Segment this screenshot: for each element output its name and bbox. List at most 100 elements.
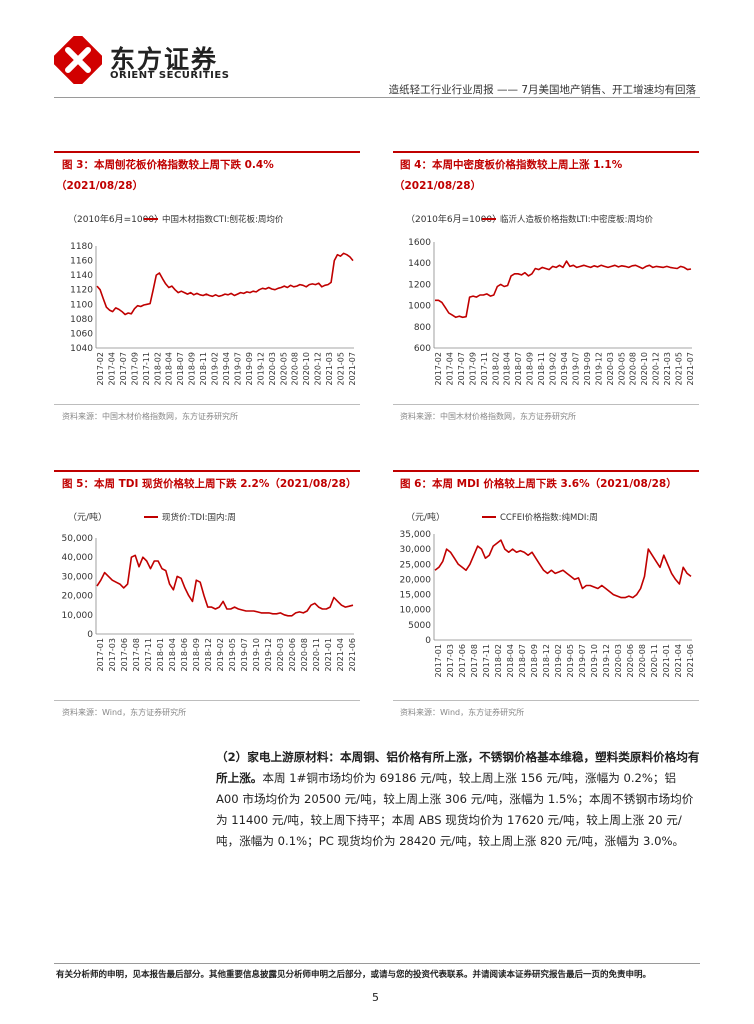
fig4-xtick-label: 2018-07 [514, 352, 523, 385]
fig5-legend-label: 现货价:TDI:国内:周 [162, 512, 236, 523]
fig3-chart: （2010年6月=1000）中国木材指数CTI:刨花板:周均价 1040 1060 1… [68, 213, 357, 385]
fig6-ytick-label: 25,000 [400, 560, 432, 570]
fig6-unit-label: （元/吨） [406, 511, 445, 523]
fig6-xtick-label: 2021-04 [674, 644, 683, 677]
fig5-xtick-label: 2018-01 [156, 638, 165, 671]
fig6-top-rule [393, 470, 699, 472]
fig6-xtick-label: 2017-08 [470, 644, 479, 677]
fig3-ytick-label: 1060 [70, 329, 93, 339]
fig6-xtick-label: 2017-11 [482, 644, 491, 677]
fig4-xtick-label: 2020-03 [606, 352, 615, 385]
fig4-xtick-label: 2019-04 [560, 352, 569, 385]
fig5-xtick-label: 2019-10 [252, 638, 261, 671]
fig4-xtick-label: 2017-09 [468, 352, 477, 385]
fig6-xtick-label: 2019-10 [590, 644, 599, 677]
fig5-xtick-label: 2019-05 [228, 638, 237, 671]
fig3-xtick-label: 2017-09 [130, 352, 139, 385]
fig6-chart: （元/吨） CCFEI价格指数:纯MDI:周 0 5000 10,000 15,000 20… [400, 511, 696, 677]
footer-disclaimer: 有关分析师的申明，见本报告最后部分。其他重要信息披露见分析师申明之后部分，或请与… [56, 970, 652, 980]
fig6-xtick-label: 2020-08 [638, 644, 647, 677]
fig4-source: 资料来源：中国木材价格指数网，东方证券研究所 [400, 412, 576, 421]
fig3-xtick-label: 2020-10 [302, 352, 311, 385]
fig4-xtick-label: 2020-08 [629, 352, 638, 385]
fig3-xtick-label: 2017-07 [119, 352, 128, 385]
fig3-date: （2021/08/28） [56, 180, 144, 192]
fig3-xtick-label: 2019-12 [256, 352, 265, 385]
fig3-ytick-label: 1160 [70, 257, 93, 267]
fig6-ytick-label: 0 [425, 636, 431, 646]
fig3-xtick-label: 2017-02 [96, 352, 105, 385]
fig3-source: 资料来源：中国木材价格指数网，东方证券研究所 [62, 412, 238, 421]
fig5-xtick-label: 2021-06 [348, 638, 357, 671]
fig5-xtick-label: 2021-01 [324, 638, 333, 671]
fig3-xtick-label: 2019-09 [245, 352, 254, 385]
fig4-xtick-label: 2018-04 [503, 352, 512, 385]
fig4-date: （2021/08/28） [394, 180, 482, 192]
fig4-ytick-label: 800 [414, 323, 431, 333]
fig4-xtick-label: 2020-05 [617, 352, 626, 385]
fig5-top-rule [54, 470, 360, 472]
fig4-chart: （2010年6月=1000）临沂人造板价格指数LTI:中密度板:周均价 600 80… [406, 213, 695, 385]
section-paragraph: （2）家电上游原材料：本周铜、铝价格有所上涨，不锈钢价格基本维稳，塑料类原料价格… [216, 747, 700, 852]
fig4-xtick-label: 2017-07 [457, 352, 466, 385]
fig3-xtick-label: 2020-03 [268, 352, 277, 385]
fig3-xtick-label: 2020-08 [291, 352, 300, 385]
fig6-xtick-label: 2018-07 [518, 644, 527, 677]
fig5-ytick-label: 30,000 [62, 572, 94, 582]
fig6-xtick-label: 2017-01 [434, 644, 443, 677]
fig3-unit-label: （2010年6月=1000） [68, 213, 163, 225]
fig4-ytick-label: 600 [414, 344, 431, 354]
fig5-source: 资料来源：Wind，东方证券研究所 [62, 708, 187, 717]
fig5-xtick-label: 2017-11 [144, 638, 153, 671]
logo-name-en: ORIENT SECURITIES [110, 70, 230, 81]
header-rule [54, 97, 700, 98]
fig6-bottom-rule [393, 700, 699, 701]
fig4-xtick-label: 2017-04 [445, 352, 454, 385]
fig4-xtick-label: 2017-02 [434, 352, 443, 385]
fig4-xtick-label: 2020-12 [652, 352, 661, 385]
fig3-xtick-label: 2018-09 [188, 352, 197, 385]
page-number: 5 [372, 991, 379, 1004]
fig6-xtick-label: 2018-09 [530, 644, 539, 677]
fig5-title: 图 5：本周 TDI 现货价格较上周下跌 2.2%（2021/08/28） [62, 478, 357, 490]
fig4-top-rule [393, 151, 699, 153]
fig5-ytick-label: 40,000 [62, 553, 94, 563]
fig3-xtick-label: 2019-02 [211, 352, 220, 385]
fig5-xtick-label: 2020-08 [300, 638, 309, 671]
fig6-ytick-label: 15,000 [400, 591, 432, 601]
fig5-xtick-label: 2020-03 [276, 638, 285, 671]
fig6-xtick-label: 2019-02 [554, 644, 563, 677]
fig3-top-rule [54, 151, 360, 153]
fig3-ytick-label: 1100 [70, 300, 93, 310]
fig5-xtick-label: 2019-02 [216, 638, 225, 671]
fig4-bottom-rule [393, 404, 699, 405]
fig5-ytick-label: 20,000 [62, 592, 94, 602]
fig6-xtick-label: 2020-06 [626, 644, 635, 677]
fig6-xtick-label: 2018-04 [506, 644, 515, 677]
fig5-xtick-label: 2020-11 [312, 638, 321, 671]
fig4-series-line [435, 260, 692, 319]
fig4-xtick-label: 2018-02 [491, 352, 500, 385]
fig5-xtick-label: 2017-08 [132, 638, 141, 671]
fig6-xtick-label: 2019-05 [566, 644, 575, 677]
fig3-ytick-label: 1140 [70, 271, 93, 281]
fig4-xtick-label: 2018-11 [537, 352, 546, 385]
fig5-xtick-label: 2017-03 [108, 638, 117, 671]
fig5-xtick-label: 2019-07 [240, 638, 249, 671]
fig3-ytick-label: 1120 [70, 286, 93, 296]
fig6-ytick-label: 35,000 [400, 530, 432, 540]
fig4-title: 图 4：本周中密度板价格指数较上周上涨 1.1% [400, 159, 623, 171]
fig3-xtick-label: 2021-03 [325, 352, 334, 385]
fig3-bottom-rule [54, 404, 360, 405]
fig3-xtick-label: 2020-12 [314, 352, 323, 385]
fig5-xtick-label: 2018-06 [180, 638, 189, 671]
fig6-legend-label: CCFEI价格指数:纯MDI:周 [500, 512, 598, 523]
logo-name-cn: 东方证券 [110, 45, 219, 74]
fig3-xtick-label: 2019-07 [233, 352, 242, 385]
fig4-legend-label: 临沂人造板价格指数LTI:中密度板:周均价 [500, 214, 653, 225]
report-title: 造纸轻工行业行业周报 —— 7月美国地产销售、开工增速均有回落 [388, 84, 696, 96]
fig5-ytick-label: 50,000 [62, 534, 94, 544]
fig4-ytick-label: 1000 [408, 302, 431, 312]
fig5-series-line [96, 554, 354, 617]
fig4-xtick-label: 2019-02 [549, 352, 558, 385]
